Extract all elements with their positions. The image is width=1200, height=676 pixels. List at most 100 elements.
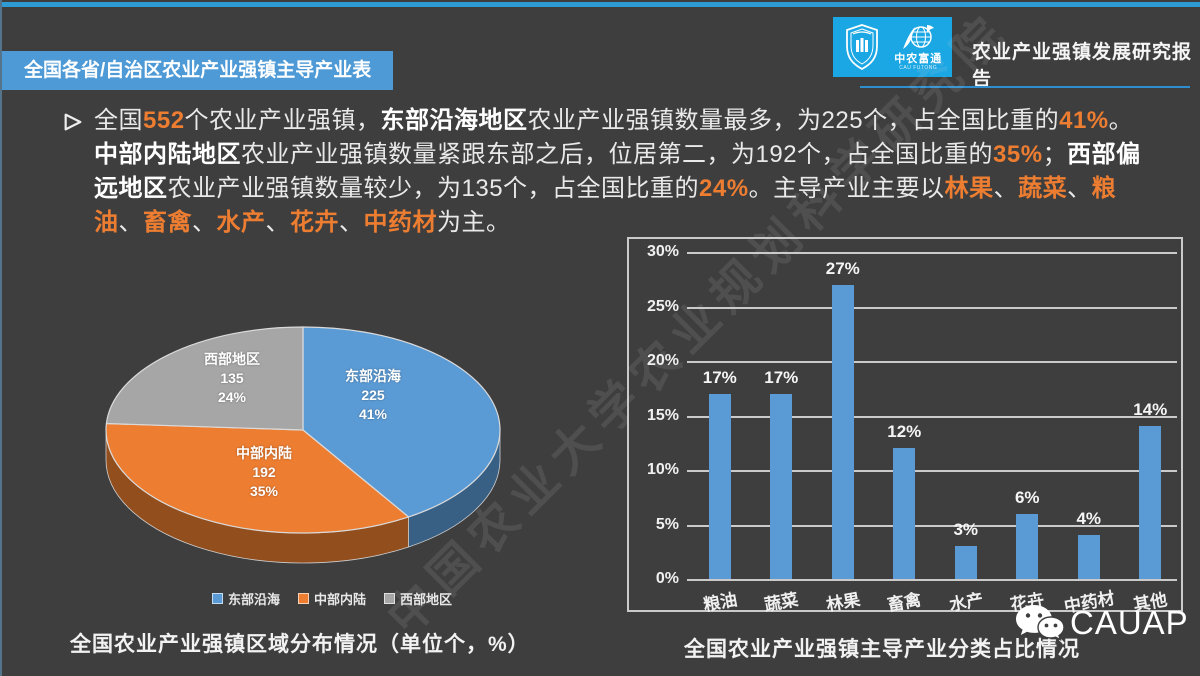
pie-label-central: 中部内陆 192 35%	[204, 444, 324, 501]
bar-蔬菜	[770, 393, 793, 579]
text-run: 全国	[94, 107, 143, 134]
pie-caption: 全国农业产业强镇区域分布情况（单位个，%）	[70, 633, 530, 656]
report-title: 农业产业强镇发展研究报告	[972, 42, 1193, 90]
bar-value-label: 27%	[825, 258, 860, 278]
text-run: 西部偏远地区	[94, 141, 1141, 202]
bar-value-label: 14%	[1133, 400, 1168, 420]
text-run: 、	[118, 209, 143, 236]
text-run: 41%	[1059, 107, 1109, 134]
bar-其他	[1139, 426, 1162, 579]
text-run: ；	[1042, 141, 1068, 168]
gridline	[687, 306, 1177, 309]
bar-value-label: 6%	[1014, 487, 1040, 507]
wechat-icon	[1016, 605, 1065, 642]
bar-粮油	[708, 393, 731, 579]
text-run: 、	[192, 209, 217, 236]
pie-label-percent: 41%	[358, 406, 388, 422]
y-axis-tick: 20%	[646, 352, 679, 369]
pie-label-value: 135	[220, 370, 244, 386]
pie-label-west: 西部地区 135 24%	[172, 350, 292, 407]
legend-label: 西部地区	[400, 592, 453, 607]
text-run: 、	[265, 209, 290, 236]
legend-label: 东部沿海	[228, 592, 281, 607]
text-run: 花卉	[290, 209, 339, 236]
bar-水产	[954, 546, 977, 579]
bar-value-label: 17%	[764, 367, 799, 387]
text-run: 林果	[944, 175, 994, 202]
text-run: 个农业产业强镇，	[184, 107, 381, 134]
legend-item-东部沿海: 东部沿海	[212, 589, 280, 608]
bar-value-label: 4%	[1076, 509, 1102, 529]
legend-swatch	[384, 593, 396, 604]
bar-value-label: 3%	[953, 520, 979, 540]
gridline	[687, 470, 1177, 472]
text-run: 东部沿海地区	[380, 107, 528, 134]
text-run: 农业产业强镇数量紧跟东部之后，位居第二，为192个，占全国比重的	[241, 141, 994, 168]
intro-paragraph: 全国552个农业产业强镇，东部沿海地区农业产业强镇数量最多，为225个，占全国比…	[94, 104, 1144, 240]
bar-caption: 全国农业产业强镇主导产业分类占比情况	[684, 638, 1080, 661]
pie-label-name: 东部沿海	[345, 368, 401, 384]
text-run: 、	[339, 209, 364, 236]
text-run: 24%	[699, 175, 749, 202]
legend-swatch	[212, 593, 223, 604]
pie-slice-东部沿海	[302, 326, 501, 518]
text-run: 、	[1067, 175, 1092, 202]
arrow-bullet-icon	[62, 104, 94, 240]
globe-swoosh-icon	[903, 25, 935, 49]
futong-logo: 中农富通 CAU FUTONG	[894, 23, 942, 71]
text-run: 552	[143, 107, 185, 134]
pie-label-value: 225	[361, 387, 385, 403]
bar-value-label: 12%	[887, 422, 922, 442]
text-run: 35%	[993, 141, 1043, 168]
logo-box: 中农富通 CAU FUTONG	[833, 17, 952, 77]
bar-中药材	[1077, 535, 1100, 579]
pie-label-name: 西部地区	[204, 351, 260, 367]
y-axis-tick: 30%	[646, 243, 679, 260]
gridline	[687, 524, 1177, 527]
gridline	[687, 252, 1177, 254]
text-run: 为主。	[437, 209, 511, 236]
text-run: 农业产业强镇数量最多，为225个，占全国比重的	[527, 107, 1060, 134]
bar-林果	[831, 284, 854, 579]
text-run: 中药材	[363, 209, 437, 236]
gridline	[687, 361, 1177, 363]
bar-value-label: 17%	[702, 367, 737, 387]
bar-花卉	[1016, 513, 1039, 579]
pie-label-name: 中部内陆	[236, 445, 292, 461]
y-axis-tick: 15%	[646, 406, 679, 424]
intro-block: 全国552个农业产业强镇，东部沿海地区农业产业强镇数量最多，为225个，占全国比…	[62, 104, 1144, 240]
logo-org-name: 中农富通	[894, 53, 943, 65]
bar-chart-plot: 0% 5% 10% 15% 20% 25% 30% 17% 粮油 17% 蔬菜 27% 林果 12% 畜禽 3…	[629, 239, 1181, 616]
text-run: 粮油	[94, 175, 1117, 236]
legend-item-西部地区: 西部地区	[384, 589, 452, 608]
top-accent-line	[0, 2, 1200, 7]
text-run: 蔬菜	[1018, 175, 1068, 202]
cauap-label: CAUAP	[1070, 604, 1189, 641]
pie-label-percent: 35%	[249, 483, 279, 499]
y-axis-tick: 5%	[655, 515, 679, 533]
legend-label: 中部内陆	[314, 592, 367, 607]
bar-畜禽	[893, 448, 916, 579]
logo-org-name-en: CAU FUTONG	[899, 65, 938, 71]
header-underline	[860, 86, 1190, 88]
bar-chart-box: 0% 5% 10% 15% 20% 25% 30% 17% 粮油 17% 蔬菜 27% 林果 12% 畜禽 3…	[627, 237, 1183, 616]
gridline	[687, 415, 1177, 418]
pie-label-percent: 24%	[217, 389, 247, 405]
pie-legend: 东部沿海 中部内陆 西部地区	[212, 589, 452, 608]
pie-3d-svg	[105, 326, 501, 564]
text-run: 中部内陆地区	[94, 141, 241, 168]
y-axis-tick: 10%	[646, 461, 679, 478]
left-accent-line	[0, 0, 2, 676]
university-shield-icon	[845, 24, 878, 71]
legend-swatch	[298, 593, 310, 604]
y-axis-tick: 25%	[646, 297, 679, 315]
gridline	[687, 579, 1177, 581]
pie-label-value: 192	[252, 464, 276, 480]
wechat-watermark: CAUAP	[1014, 603, 1189, 643]
pie-label-east: 东部沿海 225 41%	[313, 367, 433, 424]
text-run: 水产	[216, 209, 266, 236]
text-run: 、	[993, 175, 1019, 202]
text-run: 农业产业强镇数量较少，为135个，占全国比重的	[167, 175, 700, 202]
section-banner: 全国各省/自治区农业产业强镇主导产业表	[2, 51, 394, 90]
